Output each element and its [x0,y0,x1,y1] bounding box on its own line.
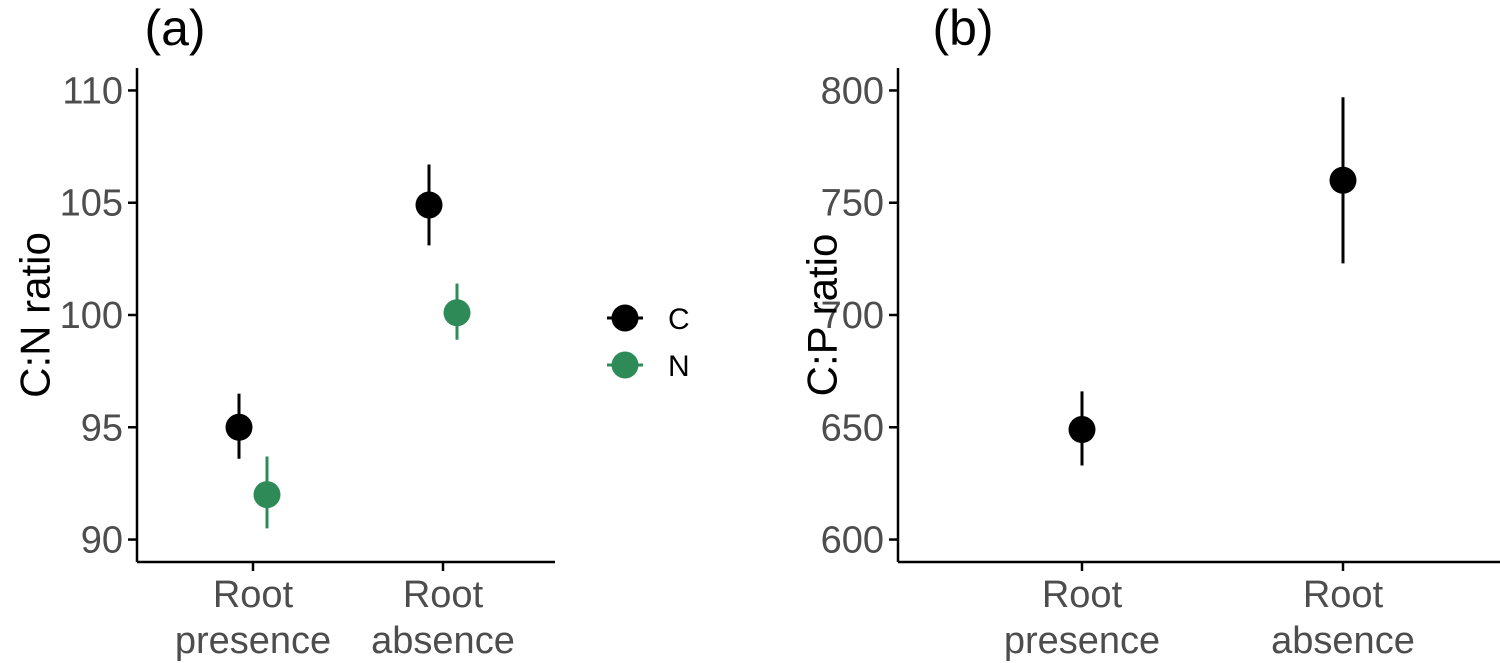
y-tick-label: 700 [821,295,884,337]
point-c [415,191,443,219]
panel-b: (b) 600 650 700 750 800 C:P ratio Root presence R… [799,0,1500,662]
y-tick-label: 105 [60,183,123,225]
y-axis-title: C:P ratio [799,234,846,397]
y-tick-label: 750 [821,183,884,225]
x-tick-label: Root presence [175,574,331,662]
legend-item-c: C [607,303,690,336]
y-tick-label: 110 [62,70,123,112]
legend: CN [607,303,690,383]
x-tick-label: Root absence [1271,574,1415,662]
x-tick-label: Root presence [1004,574,1160,662]
y-tick-label: 600 [821,520,884,562]
y-tick-label: 650 [821,407,884,449]
point-c [225,413,253,441]
legend-label: N [668,350,690,383]
point-n [253,481,281,509]
legend-label: C [668,303,690,336]
legend-item-n: N [607,350,690,383]
y-tick-label: 90 [81,520,123,562]
point-series [1329,166,1357,194]
panel-tag: (b) [932,0,993,56]
y-tick-label: 95 [81,407,123,449]
panel-tag: (a) [144,0,205,56]
y-axis-title: C:N ratio [12,232,59,398]
y-tick-label: 100 [60,295,123,337]
legend-key-point [611,351,639,379]
point-series [1068,416,1096,444]
point-n [443,299,471,327]
x-tick-label: Root absence [371,574,515,662]
legend-key-point [611,304,639,332]
y-tick-label: 800 [821,70,884,112]
panel-a: (a) 90 95 100 105 110 C:N ratio Root presence Roo… [12,0,555,662]
